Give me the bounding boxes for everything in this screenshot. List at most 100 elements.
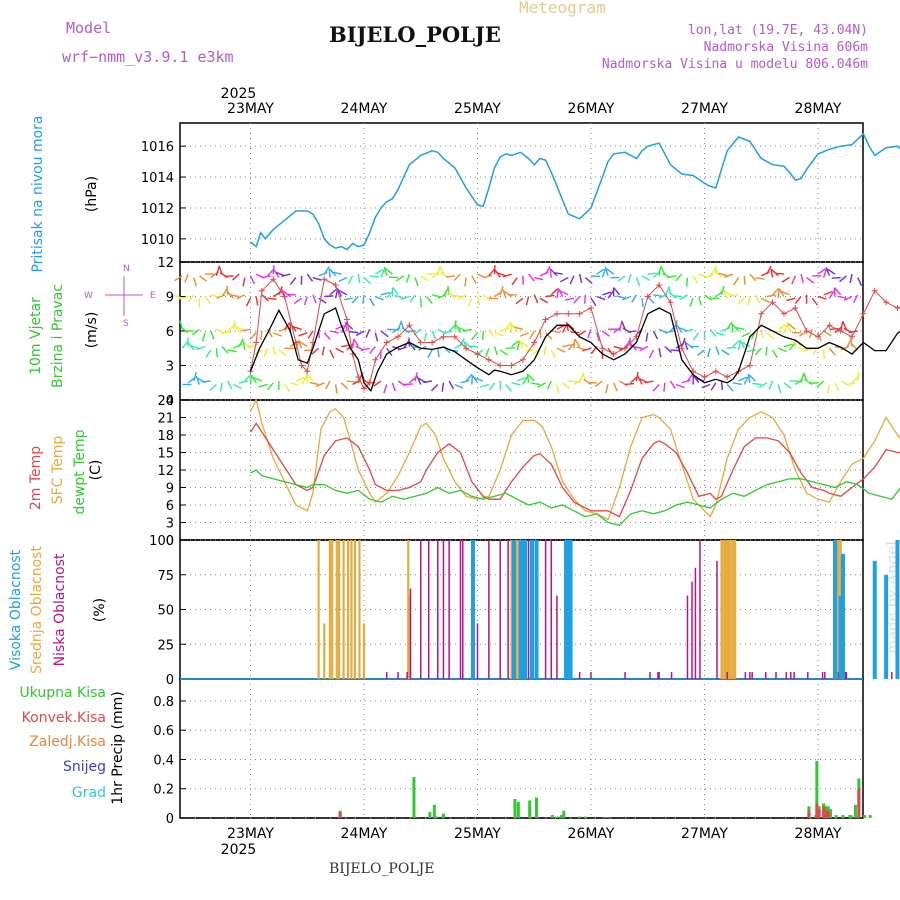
wind-arrow [278,327,288,332]
wind-arrow [537,382,546,388]
wind-arrow [760,329,764,339]
wind-arrow [249,275,256,285]
wind-arrow [741,332,751,338]
gust-marker [599,345,606,352]
wind-arrow [698,296,702,306]
panel-frame-1 [179,122,864,263]
wind-arrow [647,296,655,304]
wind-arrow [743,275,746,285]
cloud-bar-srednja [331,540,334,679]
cloud-bar-niska [670,672,673,679]
wind-arrow [752,382,762,386]
precip-bar-total [516,801,520,818]
y-tick-label: 75 [157,569,174,584]
wind-arrow [828,347,836,356]
y-tick-label: 3 [166,360,174,375]
precip-bar-total [432,804,436,818]
wind-arrow [195,375,201,385]
wind-arrow [583,378,592,386]
cloud-bar-srednja [734,540,737,679]
wind-arrow [311,347,320,355]
wind-arrow [448,324,456,332]
wind-arrow [817,268,826,275]
wind-arrow [272,265,275,275]
wind-arrow [180,326,189,334]
gust-marker [849,333,856,340]
wind-arrow [852,294,859,304]
wind-arrow [261,275,271,279]
wind-arrow [474,377,484,382]
wind-arrow [261,294,269,302]
wind-dir-east: E [150,291,156,301]
model-name: wrf−nmm_v3.9.1 e3km [62,48,234,66]
wind-arrow [351,296,359,304]
wind-arrow [667,275,677,279]
wind-arrow [191,328,200,336]
gust-marker [417,339,424,346]
y-tick-label: 12 [157,464,174,479]
cloud-bar-niska [749,672,751,679]
cloud-bar-niska [807,672,809,679]
wind-arrow [245,297,252,307]
t2m-line [249,422,900,518]
wind-arrow [239,380,249,384]
wind-arrow [630,376,638,384]
wind-arrow [647,272,657,275]
cloud-bar-srednja [353,540,357,679]
wind-arrow [493,346,498,356]
wind-arrow [857,372,860,382]
wind-arrow [292,325,302,330]
year-label-top: 2025 [221,86,257,102]
wind-arrow [550,349,557,359]
wind-arrow [375,295,384,301]
wind-arrow [668,291,677,299]
wind-arrow [786,322,791,332]
wind-arrow [455,324,462,334]
cloud-bar-niska [744,672,747,679]
wind-arrow [454,383,464,389]
wind-arrow [562,343,572,348]
wind-arrow [353,338,359,347]
wind-arrow [278,349,287,357]
wind-arrow [318,272,328,277]
wind-arrow [720,285,725,295]
wind-arrow [513,326,524,330]
wind-arrow [618,322,623,332]
wind-arrow [633,345,643,349]
wind-arrow [841,320,848,330]
y-tick-label: 6 [166,325,174,340]
wind-arrow [267,268,275,277]
wind-arrow [226,285,229,295]
wind-arrow [605,384,609,394]
wind-arrow [290,382,300,387]
gust-marker [701,374,708,380]
cloud-bar-visoka [895,540,900,679]
cloud-bar-srednja [347,540,350,679]
wind-arrow [328,268,331,278]
cloud-bar-srednja [328,540,332,679]
wind-arrow [530,382,541,386]
wind-arrow [748,374,757,382]
wind-arrow [578,374,584,383]
wind-arrow [324,295,334,298]
wind-arrow [768,380,774,390]
wind-arrow [221,346,229,354]
y-tick-label: 9 [166,482,174,497]
cloud-bar-niska [437,540,439,679]
wind-arrow [471,332,479,341]
cloud-bar-visoka [566,540,571,679]
wind-arrow [416,375,422,385]
wind-arrow [566,322,575,330]
wind-arrow [243,341,251,349]
wind-arrow [357,273,361,284]
wind-arrow [800,273,804,283]
panel-frame-5 [179,678,864,819]
y-tick-label: 0 [166,534,174,549]
wind-arrow [181,340,189,349]
wind-arrow [447,285,450,295]
wind-arrow [405,273,411,283]
y-tick-label: 50 [157,604,174,619]
cloud-bar-srednja [317,540,320,679]
cloud-bar-visoka [511,540,516,679]
wind-arrow [791,275,796,285]
